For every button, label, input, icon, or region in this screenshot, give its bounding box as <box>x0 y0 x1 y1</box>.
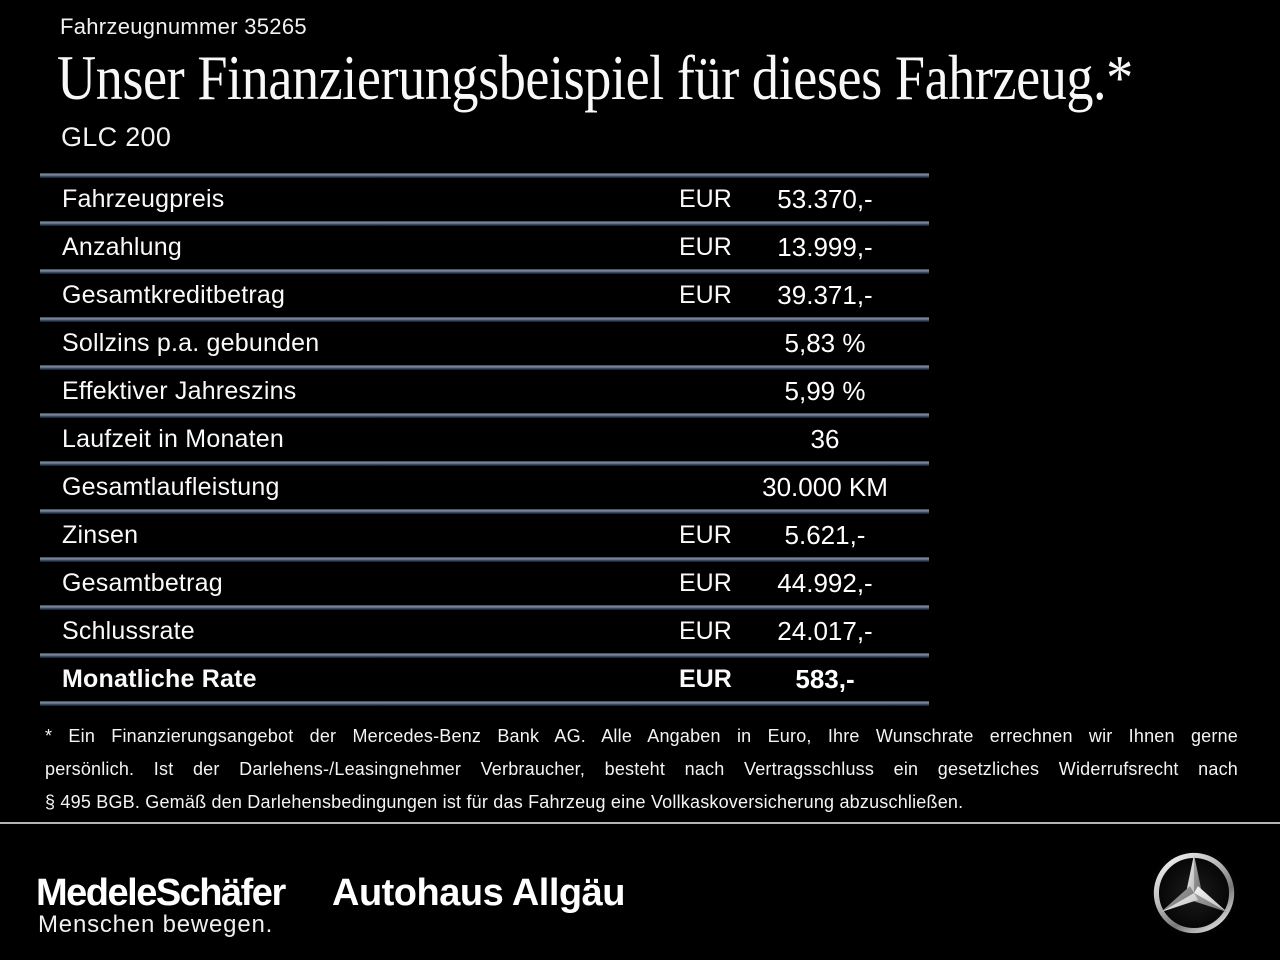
row-value: 36 <box>810 424 840 454</box>
row-divider <box>40 701 929 706</box>
row-divider <box>40 365 929 370</box>
mercedes-star-icon <box>1147 846 1241 940</box>
row-label: Schlussrate <box>62 617 195 645</box>
row-divider <box>40 461 929 466</box>
finance-row-monthly-rate: Monatliche Rate EUR 583,- <box>40 658 929 701</box>
row-divider <box>40 317 929 322</box>
row-label: Monatliche Rate <box>62 665 257 693</box>
footer-divider <box>0 822 1280 824</box>
row-currency: EUR <box>679 233 732 261</box>
footnote-line: * Ein Finanzierungsangebot der Mercedes-… <box>45 726 1238 746</box>
dealer-tagline: Menschen bewegen. <box>38 911 274 938</box>
row-value: 44.992,- <box>777 568 873 598</box>
finance-row: Zinsen EUR 5.621,- <box>40 514 929 557</box>
row-label: Gesamtbetrag <box>62 569 223 597</box>
row-divider <box>40 173 929 178</box>
page-title: Unser Finanzierungsbeispiel für dieses F… <box>57 43 1133 113</box>
finance-row: Anzahlung EUR 13.999,- <box>40 226 929 269</box>
row-currency: EUR <box>679 665 732 693</box>
row-label: Gesamtlaufleistung <box>62 473 280 501</box>
row-value: 5,99 % <box>784 376 866 406</box>
finance-table: Fahrzeugpreis EUR 53.370,- Anzahlung EUR… <box>40 173 929 706</box>
dealer-logo-medele-schaefer: MedeleSchäfer <box>36 872 286 914</box>
row-currency: EUR <box>679 185 732 213</box>
row-value: 13.999,- <box>777 232 873 262</box>
row-divider <box>40 413 929 418</box>
finance-row: Sollzins p.a. gebunden 5,83 % <box>40 322 929 365</box>
row-label: Sollzins p.a. gebunden <box>62 329 320 357</box>
finance-row: Effektiver Jahreszins 5,99 % <box>40 370 929 413</box>
row-label: Fahrzeugpreis <box>62 185 225 213</box>
row-value: 30.000 KM <box>762 472 888 502</box>
footnote-line: § 495 BGB. Gemäß den Darlehensbedingunge… <box>45 792 964 812</box>
footnote-line: persönlich. Ist der Darlehens-/Leasingne… <box>45 759 1238 779</box>
row-value: 39.371,- <box>777 280 873 310</box>
finance-row: Fahrzeugpreis EUR 53.370,- <box>40 178 929 221</box>
row-label: Gesamtkreditbetrag <box>62 281 286 309</box>
row-currency: EUR <box>679 569 732 597</box>
row-divider <box>40 653 929 658</box>
dealer-logo-autohaus-allgaeu: Autohaus Allgäu <box>332 872 625 914</box>
finance-row: Schlussrate EUR 24.017,- <box>40 610 929 653</box>
row-label: Effektiver Jahreszins <box>62 377 297 405</box>
finance-row: Laufzeit in Monaten 36 <box>40 418 929 461</box>
vehicle-number: Fahrzeugnummer 35265 <box>60 14 307 39</box>
row-currency: EUR <box>679 617 732 645</box>
row-label: Laufzeit in Monaten <box>62 425 285 453</box>
row-divider <box>40 605 929 610</box>
finance-row: Gesamtlaufleistung 30.000 KM <box>40 466 929 509</box>
row-label: Anzahlung <box>62 233 182 261</box>
row-value: 53.370,- <box>777 184 873 214</box>
model-name: GLC 200 <box>61 122 172 152</box>
row-value: 583,- <box>795 664 855 694</box>
row-label: Zinsen <box>62 521 139 549</box>
finance-row: Gesamtbetrag EUR 44.992,- <box>40 562 929 605</box>
row-value: 5.621,- <box>784 520 866 550</box>
row-value: 24.017,- <box>777 616 873 646</box>
row-currency: EUR <box>679 281 732 309</box>
row-currency: EUR <box>679 521 732 549</box>
legal-footnote: * Ein Finanzierungsangebot der Mercedes-… <box>45 720 1238 819</box>
row-divider <box>40 557 929 562</box>
finance-row: Gesamtkreditbetrag EUR 39.371,- <box>40 274 929 317</box>
row-divider <box>40 509 929 514</box>
row-divider <box>40 269 929 274</box>
row-divider <box>40 221 929 226</box>
row-value: 5,83 % <box>784 328 866 358</box>
